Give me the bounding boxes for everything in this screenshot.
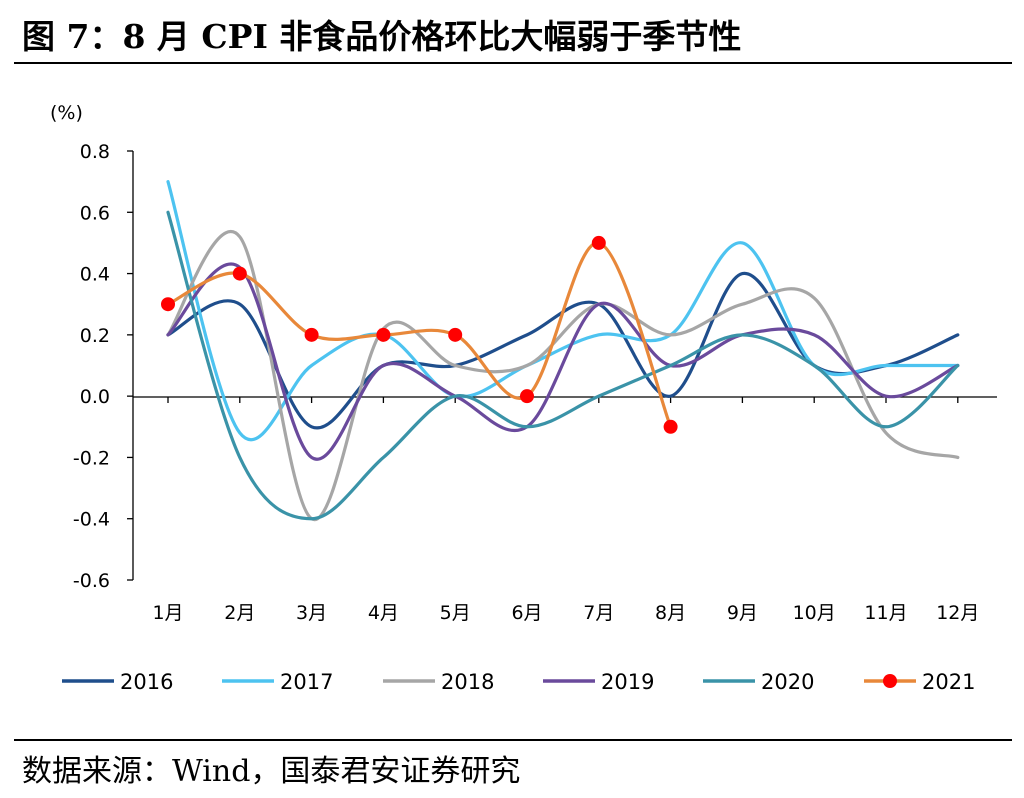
x-tick-label: 6月 (511, 602, 542, 624)
x-tick-label: 8月 (655, 602, 686, 624)
line-chart: (%) 0.8 0.6 0.4 0.2 0.0 -0.2 -0.4 -0.6 1月 2月 3月 4月 5… (50, 102, 997, 694)
series-line-2020 (166, 210, 960, 521)
x-tick-label: 2月 (224, 602, 255, 624)
legend-label-2017: 2017 (280, 670, 333, 694)
legend-label-2021: 2021 (922, 670, 975, 694)
legend-label-2016: 2016 (120, 670, 173, 694)
legend: 2016 2017 2018 2019 2020 2021 (62, 670, 975, 694)
y-tick-label: 0.6 (80, 202, 110, 224)
x-tick-label: 12月 (936, 602, 979, 624)
x-tick-label: 1月 (152, 602, 183, 624)
x-tick-label: 7月 (583, 602, 614, 624)
x-tick-label: 10月 (793, 602, 836, 624)
x-tick-label: 11月 (864, 602, 907, 624)
series-line-2019 (166, 262, 960, 461)
y-tick-label: -0.6 (73, 570, 110, 592)
source-divider (14, 739, 1012, 741)
data-point-2021 (663, 419, 678, 434)
y-tick-label: -0.2 (73, 447, 110, 469)
series-line-2018 (166, 230, 960, 521)
y-tick-label: 0.2 (80, 325, 110, 347)
legend-marker-2021 (883, 674, 897, 688)
y-tick-label: 0.4 (80, 264, 110, 286)
axes: 0.8 0.6 0.4 0.2 0.0 -0.2 -0.4 -0.6 1月 2月 3月 4月 5月 6月 7… (73, 141, 997, 624)
legend-label-2020: 2020 (761, 670, 814, 694)
legend-label-2018: 2018 (441, 670, 494, 694)
source-note: 数据来源：Wind，国泰君安证券研究 (22, 754, 521, 789)
y-tick-label: 0.0 (80, 386, 110, 408)
legend-label-2019: 2019 (601, 670, 654, 694)
data-point-2021 (448, 327, 463, 342)
data-point-2021 (232, 266, 247, 281)
x-tick-label: 9月 (727, 602, 758, 624)
series-lines (166, 180, 960, 521)
y-axis-unit-label: (%) (50, 102, 83, 124)
chart-title: 图 7：8 月 CPI 非食品价格环比大幅弱于季节性 (22, 17, 742, 56)
y-tick-label: -0.4 (73, 509, 110, 531)
data-point-2021 (304, 327, 319, 342)
y-tick-label: 0.8 (80, 141, 110, 163)
title-divider (14, 62, 1012, 64)
data-point-2021 (161, 297, 175, 312)
x-tick-label: 5月 (440, 602, 471, 624)
data-point-2021 (520, 389, 534, 404)
data-point-2021 (376, 327, 391, 342)
x-tick-label: 3月 (296, 602, 327, 624)
data-point-2021 (591, 235, 606, 250)
x-tick-label: 4月 (368, 602, 399, 624)
series-markers (161, 235, 678, 434)
